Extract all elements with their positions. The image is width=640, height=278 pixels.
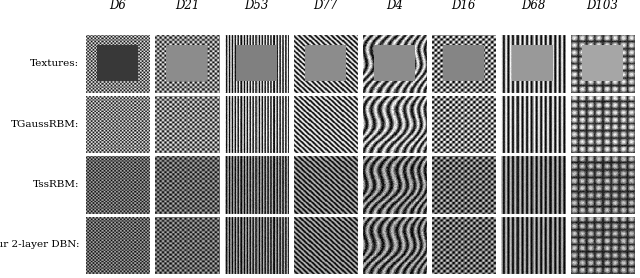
Text: D6: D6: [109, 0, 126, 12]
Text: D77: D77: [313, 0, 337, 12]
Text: D68: D68: [521, 0, 545, 12]
Text: D16: D16: [452, 0, 476, 12]
Text: D53: D53: [244, 0, 268, 12]
Text: D103: D103: [586, 0, 618, 12]
Text: Textures:: Textures:: [30, 59, 79, 68]
Text: TssRBM:: TssRBM:: [33, 180, 79, 189]
Text: D21: D21: [175, 0, 199, 12]
Text: Our 2-layer DBN:: Our 2-layer DBN:: [0, 240, 79, 249]
Text: TGaussRBM:: TGaussRBM:: [11, 120, 79, 128]
Text: D4: D4: [386, 0, 403, 12]
